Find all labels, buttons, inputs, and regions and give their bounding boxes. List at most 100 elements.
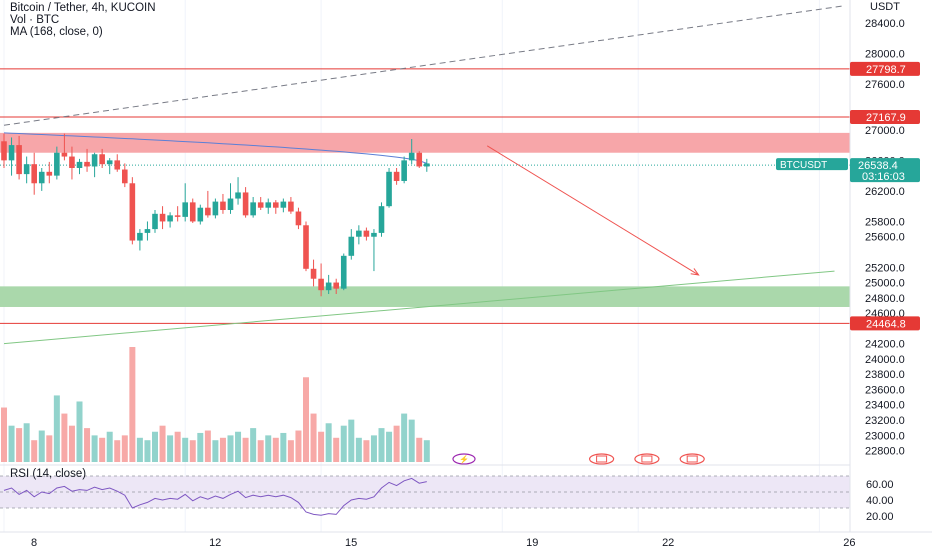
candle-body <box>378 206 385 233</box>
rsi-tick-label: 60.00 <box>866 479 894 491</box>
candle-body <box>54 152 60 176</box>
candle-body <box>318 278 324 291</box>
event-badge <box>588 453 615 465</box>
annotations <box>3 5 843 345</box>
price-tick-label: 28400.0 <box>865 18 905 30</box>
volume-bar <box>227 435 234 462</box>
economic-event-icon <box>679 453 705 465</box>
volume-bar <box>23 423 30 462</box>
candle-body <box>38 171 45 184</box>
arrow-head <box>690 268 700 276</box>
volume-bar <box>295 430 302 462</box>
rsi-legend[interactable]: RSI (14, close) <box>10 468 87 480</box>
event-badge <box>679 453 705 465</box>
candle-body <box>16 145 22 175</box>
candle-body <box>106 160 113 165</box>
volume-bar <box>318 431 325 462</box>
candles <box>1 133 430 297</box>
lightning-badge <box>452 453 476 465</box>
candle-body <box>8 145 15 161</box>
price-tick-label: 24000.0 <box>865 354 905 366</box>
volume-bar <box>84 428 91 462</box>
volume-bar <box>303 377 309 462</box>
candle-body <box>174 215 181 217</box>
candle-body <box>182 202 188 217</box>
time-tick-label: 15 <box>345 537 357 549</box>
candle-body <box>333 282 339 289</box>
time-tick-label: 22 <box>662 537 674 549</box>
rsi-tick-label: 40.00 <box>866 495 894 507</box>
event-flag <box>686 455 698 463</box>
candle-body <box>197 207 204 222</box>
price-tick-label: 26200.0 <box>865 186 905 198</box>
rsi-tick-label: 20.00 <box>866 511 894 523</box>
volume-bar <box>408 419 415 462</box>
volume-bar <box>242 437 249 462</box>
volume-bar <box>38 430 45 462</box>
dashed-trendline <box>3 5 843 126</box>
current-price-tag <box>850 158 920 183</box>
volume-bar <box>340 425 347 462</box>
volume-bar <box>401 413 408 462</box>
volume-bar <box>197 432 204 462</box>
volume-bar <box>61 413 68 462</box>
volume-bar <box>386 431 393 462</box>
volume-bar <box>144 440 151 462</box>
volume-bar <box>280 432 287 462</box>
candle-body <box>114 160 121 170</box>
volume-bar <box>310 413 317 462</box>
volume-bar <box>219 437 226 462</box>
candle-body <box>122 169 128 184</box>
volume-bar <box>106 431 113 462</box>
price-tick-label: 28000.0 <box>865 48 905 60</box>
ma-legend[interactable]: MA (168, close, 0) <box>10 26 103 38</box>
volume-bar <box>167 435 174 462</box>
time-tick-label: 19 <box>526 537 538 549</box>
volume-bar <box>393 425 400 462</box>
candle-body <box>205 207 211 216</box>
candle-body <box>416 152 423 167</box>
volume-bar <box>114 440 121 462</box>
countdown-text: 03:16:03 <box>862 171 905 183</box>
economic-event-icon <box>588 453 615 465</box>
candle-body <box>159 213 166 222</box>
volume-bar <box>348 419 355 462</box>
price-tick-label: 24200.0 <box>865 339 905 351</box>
candle-body <box>257 202 264 208</box>
volume-bar <box>182 437 189 462</box>
candle-body <box>167 215 173 222</box>
candle-body <box>325 282 332 291</box>
candle-body <box>91 154 98 167</box>
price-tick-label: 27600.0 <box>865 79 905 91</box>
symbol-tag-text: BTCUSDT <box>780 160 827 171</box>
candle-body <box>189 202 196 222</box>
candle-body <box>280 201 287 208</box>
volume-bar <box>189 440 196 462</box>
volume-bar <box>46 435 53 462</box>
candle-body <box>152 213 158 230</box>
price-label-text: 27798.7 <box>866 64 906 76</box>
candle-body <box>303 225 309 269</box>
event-flag <box>596 455 608 463</box>
symbol-title[interactable]: Bitcoin / Tether, 4h, KUCOIN <box>10 2 156 14</box>
candle-body <box>265 202 272 208</box>
volume-bar <box>378 428 385 462</box>
volume-bar <box>423 440 430 462</box>
candle-body <box>310 268 317 279</box>
candle-body <box>220 201 226 210</box>
projection-arrow <box>486 145 699 276</box>
volume-bar <box>265 435 272 462</box>
zones <box>0 68 850 324</box>
price-tick-label: 23800.0 <box>865 369 905 381</box>
price-label-tag <box>850 109 920 124</box>
chart-legend: Bitcoin / Tether, 4h, KUCOIN Vol · BTC M… <box>10 2 156 38</box>
rsi-line <box>3 477 427 516</box>
volume-bar <box>76 401 83 462</box>
candle-body <box>1 141 7 161</box>
symbol-tag <box>776 158 848 171</box>
candle-body <box>340 255 347 289</box>
price-tick-label: 24800.0 <box>865 293 905 305</box>
price-tick-label: 23000.0 <box>865 430 905 442</box>
volume-legend[interactable]: Vol · BTC <box>10 14 60 26</box>
